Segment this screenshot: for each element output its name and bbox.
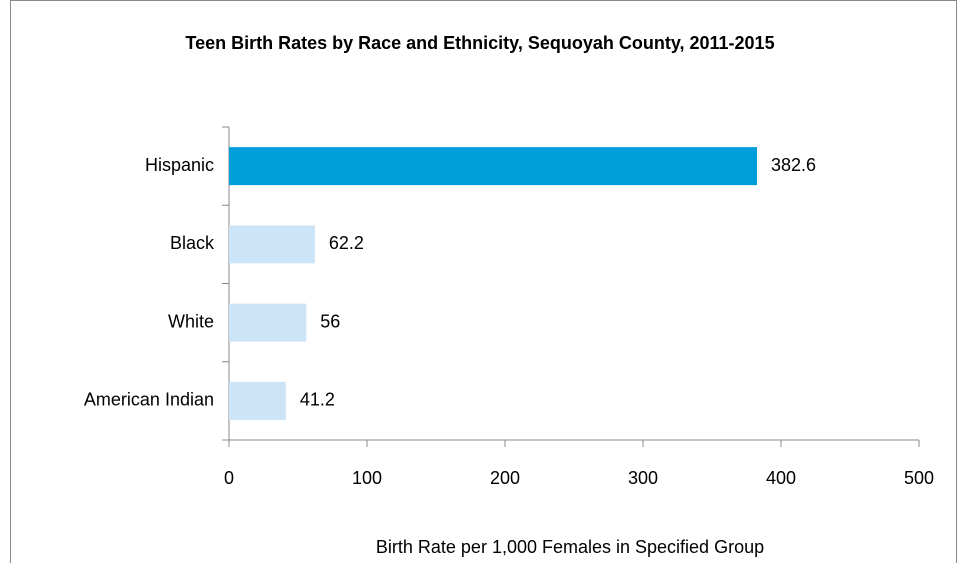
bar — [229, 303, 307, 342]
y-tick-label: American Indian — [84, 390, 214, 410]
y-tick-label: Black — [170, 233, 215, 253]
x-tick-label: 100 — [352, 468, 382, 488]
value-label: 56 — [320, 311, 340, 331]
x-tick-label: 500 — [904, 468, 934, 488]
chart-title: Teen Birth Rates by Race and Ethnicity, … — [185, 33, 775, 53]
y-tick-label: Hispanic — [145, 155, 214, 175]
bar — [229, 225, 315, 264]
chart-border — [10, 0, 957, 563]
value-label: 41.2 — [300, 390, 335, 410]
x-tick-label: 400 — [766, 468, 796, 488]
x-tick-label: 0 — [224, 468, 234, 488]
x-axis-label: Birth Rate per 1,000 Females in Specifie… — [376, 537, 764, 557]
x-tick-label: 200 — [490, 468, 520, 488]
bar — [229, 147, 757, 186]
value-label: 62.2 — [329, 233, 364, 253]
bar — [229, 381, 286, 420]
value-label: 382.6 — [771, 155, 816, 175]
y-tick-label: White — [168, 311, 214, 331]
x-tick-label: 300 — [628, 468, 658, 488]
